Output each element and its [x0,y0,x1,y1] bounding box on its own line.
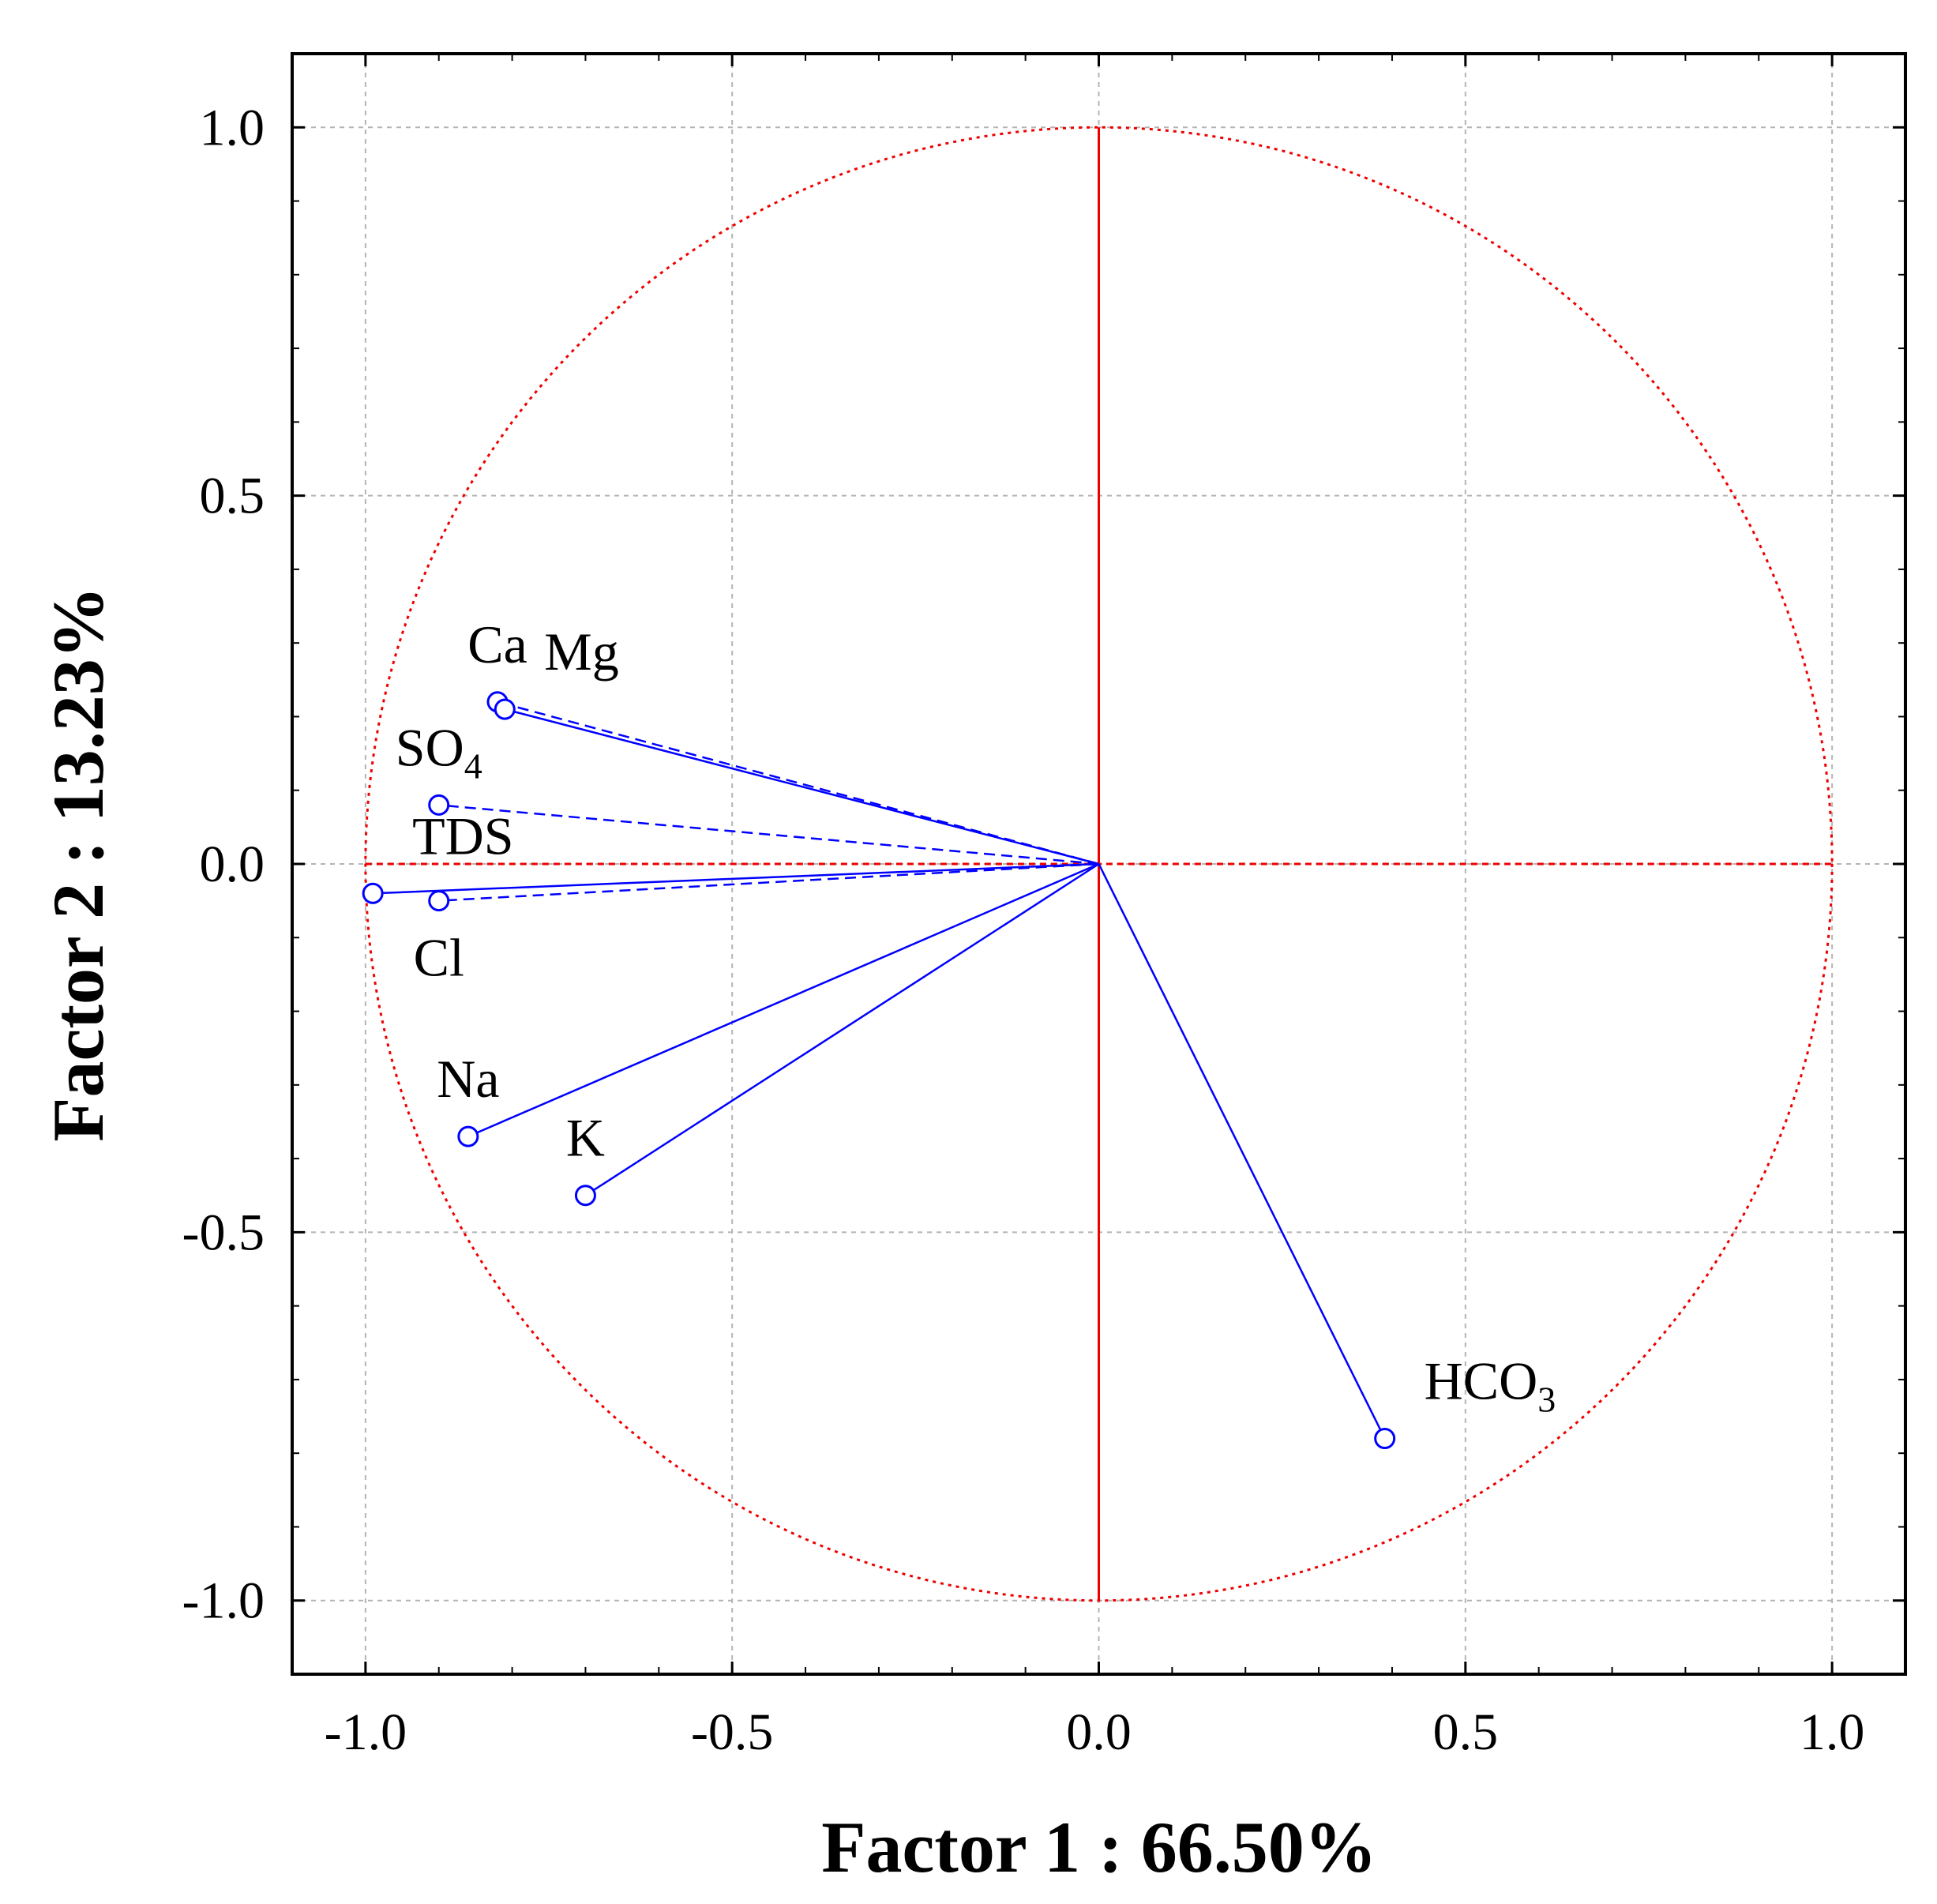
variable-label-na: Na [437,1049,499,1109]
x-tick-label: 1.0 [1800,1703,1865,1761]
x-tick-label: 0.0 [1066,1703,1132,1761]
y-tick-label: -0.5 [182,1204,265,1261]
loading-vector-so4 [438,804,1099,866]
variable-labels: Ca Mg SO4 TDS Cl Na K HCO3 [396,614,1556,1420]
loading-vector-mg [504,708,1099,866]
x-tick-label: 0.5 [1433,1703,1499,1761]
y-axis-title: Factor 2 : 13.23% [38,586,118,1141]
variable-label-k: K [566,1108,605,1168]
data-point-mg [494,698,516,720]
loading-vector-cl [438,862,1099,902]
data-point-so4 [428,794,450,816]
y-tick-label: 0.0 [200,836,265,893]
variable-label-hco3: HCO3 [1425,1351,1556,1420]
loading-vector-hco3 [1098,863,1386,1440]
data-point-k [574,1185,596,1207]
loading-vectors [362,691,1396,1450]
variable-label-cl: Cl [414,928,464,988]
variable-label-ca: Ca [467,614,527,674]
loading-vector-k [584,862,1100,1196]
data-point-hco3 [1374,1428,1396,1450]
x-tick-label: -1.0 [325,1703,407,1761]
data-point-na [457,1125,479,1147]
y-tick-label: 0.5 [200,468,265,525]
y-tick-label: 1.0 [200,99,265,156]
x-axis-title: Factor 1 : 66.50% [821,1807,1376,1887]
axis-ticks: -1.0 -0.5 0.0 0.5 1.0 -1.0 -0.5 0.0 0.5 1.0 [182,53,1906,1761]
variable-label-mg: Mg [544,622,618,682]
x-tick-label: -0.5 [691,1703,773,1761]
data-point-tds [362,882,384,904]
variable-label-so4: SO4 [396,717,482,786]
loading-vector-tds [373,862,1099,895]
data-point-cl [428,890,450,912]
variable-label-tds: TDS [412,806,513,866]
loading-vector-na [467,862,1099,1138]
y-tick-label: -1.0 [182,1572,265,1630]
